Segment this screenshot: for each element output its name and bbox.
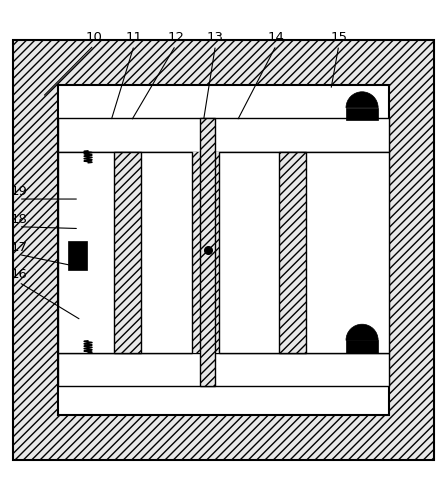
Bar (58, 86, 389, 415)
Bar (68, 241, 87, 271)
Bar (219, 152, 389, 353)
Text: 13: 13 (207, 32, 224, 45)
Bar (346, 109, 378, 121)
Text: 18: 18 (10, 212, 27, 225)
Wedge shape (346, 93, 378, 109)
Bar (114, 152, 141, 353)
Text: 12: 12 (167, 32, 184, 45)
Bar (58, 119, 389, 152)
Text: 10: 10 (85, 32, 102, 45)
Bar (58, 353, 389, 387)
Text: 17: 17 (10, 240, 27, 253)
Bar (58, 152, 192, 353)
Bar (279, 152, 306, 353)
Text: 11: 11 (126, 32, 143, 45)
Bar (58, 152, 389, 353)
Text: 14: 14 (268, 32, 285, 45)
Text: 19: 19 (10, 185, 27, 198)
Text: 16: 16 (10, 268, 27, 281)
Bar (200, 119, 215, 387)
Text: 15: 15 (330, 32, 347, 45)
Bar (346, 341, 378, 353)
Wedge shape (346, 325, 378, 341)
